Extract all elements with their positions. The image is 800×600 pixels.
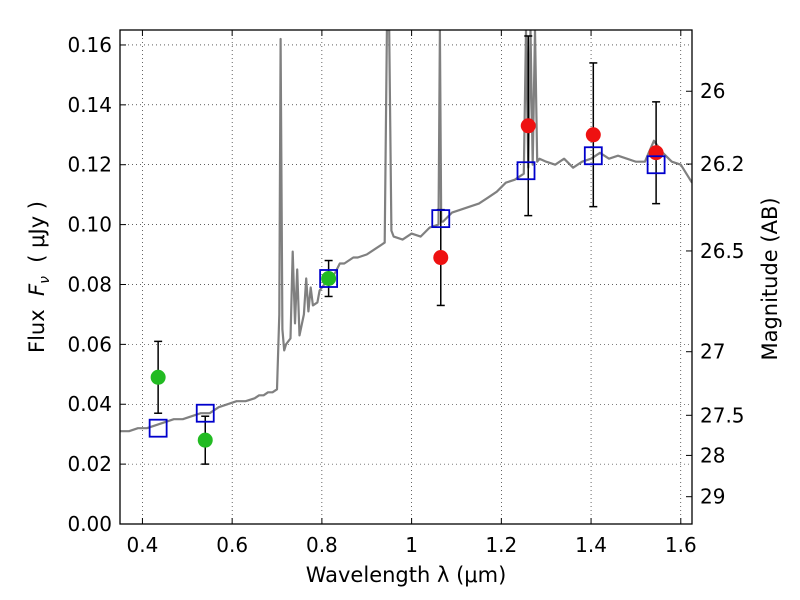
y2-axis-label: Magnitude (AB) bbox=[758, 197, 782, 360]
x-tick-label: 0.8 bbox=[306, 533, 338, 557]
x-tick-label: 0.6 bbox=[216, 533, 248, 557]
marker-layer bbox=[148, 35, 666, 465]
y-axis-label: Flux Fν ( μJy ) bbox=[25, 201, 53, 353]
model-flux-square bbox=[583, 146, 603, 166]
y-axis-label-unit: ( μJy ) bbox=[25, 201, 49, 276]
nir-flux-point bbox=[433, 250, 449, 266]
y-tick-label: 0.10 bbox=[67, 213, 112, 237]
optical-flux-point bbox=[197, 432, 213, 448]
y-axis-label-subscript: ν bbox=[37, 276, 53, 284]
y2-tick-label: 26.2 bbox=[700, 152, 745, 176]
y2-tick-label: 29 bbox=[700, 485, 725, 509]
nir-flux-point bbox=[585, 127, 601, 143]
y-tick-label: 0.06 bbox=[67, 332, 112, 356]
model-spectrum-line bbox=[120, 30, 692, 433]
tick-labels: 0.4 0.6 0.8 1 1.2 1.4 1.6 0.00 0.02 0.04 0.06 0.08 0… bbox=[67, 33, 744, 557]
x-tick-label: 1 bbox=[405, 533, 418, 557]
model-flux-square bbox=[195, 403, 215, 423]
y-tick-label: 0.14 bbox=[67, 93, 112, 117]
nir-flux-point bbox=[520, 118, 536, 134]
model-flux-square bbox=[148, 418, 168, 438]
x-axis-label: Wavelength λ (μm) bbox=[306, 563, 507, 587]
model-flux-square bbox=[516, 161, 536, 181]
y2-tick-label: 27.5 bbox=[700, 403, 745, 427]
x-tick-label: 1.4 bbox=[575, 533, 607, 557]
y-axis-label-symbol: F bbox=[25, 283, 49, 296]
y-tick-label: 0.16 bbox=[67, 33, 112, 57]
model-flux-square bbox=[431, 209, 451, 229]
ticks bbox=[120, 30, 692, 525]
y-tick-label: 0.04 bbox=[67, 392, 112, 416]
y-tick-label: 0.02 bbox=[67, 452, 112, 476]
optical-flux-point bbox=[150, 369, 166, 385]
nir-flux-point bbox=[648, 145, 664, 161]
y-tick-label: 0.08 bbox=[67, 272, 112, 296]
y2-tick-label: 27 bbox=[700, 340, 725, 364]
y2-tick-label: 26 bbox=[700, 79, 725, 103]
data-layer bbox=[120, 30, 692, 433]
y-axis-label-text: Flux bbox=[25, 296, 49, 353]
model-flux-square bbox=[646, 155, 666, 175]
x-tick-label: 1.2 bbox=[485, 533, 517, 557]
x-tick-label: 0.4 bbox=[127, 533, 159, 557]
model-flux-square bbox=[319, 269, 339, 288]
plot-frame bbox=[119, 29, 693, 525]
y-tick-label: 0.00 bbox=[67, 512, 112, 536]
y2-tick-label: 26.5 bbox=[700, 239, 745, 263]
optical-flux-point bbox=[321, 270, 337, 286]
plot-area bbox=[120, 30, 692, 524]
x-tick-label: 1.6 bbox=[665, 533, 697, 557]
y-tick-label: 0.12 bbox=[67, 153, 112, 177]
y2-tick-label: 28 bbox=[700, 443, 725, 467]
